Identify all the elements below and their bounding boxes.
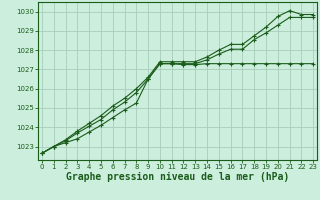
X-axis label: Graphe pression niveau de la mer (hPa): Graphe pression niveau de la mer (hPa) — [66, 172, 289, 182]
